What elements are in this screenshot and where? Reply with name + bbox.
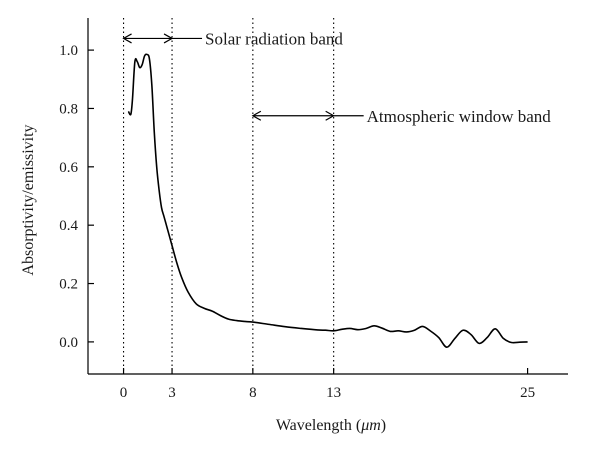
band-boundary-lines (123, 18, 335, 374)
x-axis-title-unit: μm (360, 417, 381, 434)
annotations: Solar radiation band Atmospheric window b… (122, 29, 552, 126)
arrow-head-left (251, 110, 262, 121)
x-axis-title-close: ) (381, 417, 386, 434)
x-axis-title: Wavelength (μm) (276, 417, 386, 434)
x-tick-label: 13 (326, 385, 341, 401)
y-tick-label: 0.6 (59, 160, 78, 176)
x-tick-label: 0 (120, 385, 128, 401)
axes (87, 18, 568, 375)
arrow-head-right (163, 33, 174, 44)
annotation-label: Solar radiation band (205, 29, 343, 48)
x-tick-label: 25 (520, 385, 535, 401)
x-tick-label: 3 (168, 385, 176, 401)
x-axis-title-text: Wavelength ( (276, 417, 361, 434)
y-tick-label: 0.0 (59, 335, 78, 351)
annotation-label: Atmospheric window band (367, 107, 552, 126)
tick-marks: 0.0 0.2 0.4 0.6 0.8 1.0 0 3 8 13 25 (59, 43, 535, 401)
x-tick-label: 8 (249, 385, 257, 401)
y-axis-title: Absorptivity/emissivity (20, 124, 37, 275)
series-layer (127, 53, 528, 348)
y-tick-label: 0.4 (59, 218, 78, 234)
y-tick-label: 0.2 (59, 277, 78, 293)
y-tick-label: 1.0 (59, 43, 78, 59)
absorptivity-curve (127, 53, 528, 348)
arrow-head-left (122, 33, 132, 44)
y-tick-label: 0.8 (59, 101, 78, 117)
